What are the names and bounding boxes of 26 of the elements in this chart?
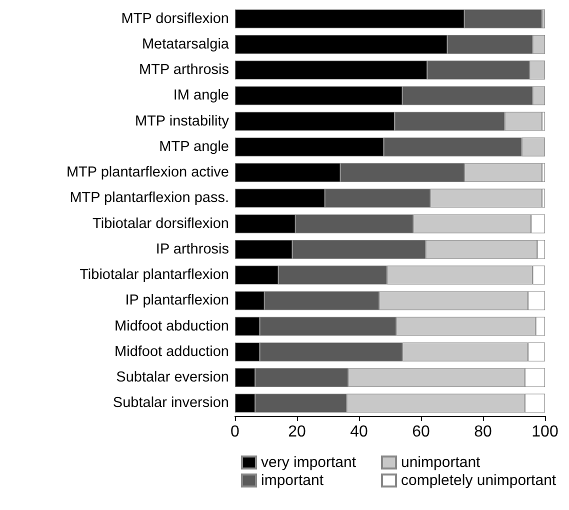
y-tick-label: IP plantarflexion (125, 292, 229, 309)
legend-label: important (261, 472, 324, 489)
y-tick-label: Tibiotalar plantarflexion (80, 267, 229, 284)
legend-label: unimportant (401, 454, 482, 471)
legend-label: very important (261, 454, 357, 471)
x-tick-label: 100 (532, 424, 558, 440)
y-tick-label: Midfoot abduction (114, 318, 229, 334)
y-tick-label: MTP instability (134, 113, 230, 130)
y-tick-label: MTP dorsiflexion (121, 10, 229, 27)
y-tick-label: MTP arthrosis (139, 62, 229, 78)
y-tick-label: Metatarsalgia (142, 36, 230, 52)
y-tick-label: Subtalar eversion (116, 370, 229, 386)
y-tick-label: MTP angle (159, 138, 229, 155)
legend-label: completely unimportant (401, 472, 557, 489)
y-tick-label: Tibiotalar dorsiflexion (92, 216, 229, 232)
y-tick-label: Midfoot adduction (114, 344, 229, 360)
x-tick-label: 40 (350, 424, 368, 440)
y-tick-label: IP arthrosis (156, 241, 229, 258)
y-tick-label: IM angle (173, 88, 229, 104)
x-tick-label: 80 (474, 424, 492, 440)
y-tick-label: Subtalar inversion (112, 395, 229, 412)
x-tick-label: 60 (412, 424, 430, 440)
x-tick-label: 20 (288, 424, 306, 440)
y-tick-label: MTP plantarflexion active (66, 164, 229, 181)
y-tick-label: MTP plantarflexion pass. (70, 190, 229, 206)
x-tick-label: 0 (230, 424, 240, 440)
